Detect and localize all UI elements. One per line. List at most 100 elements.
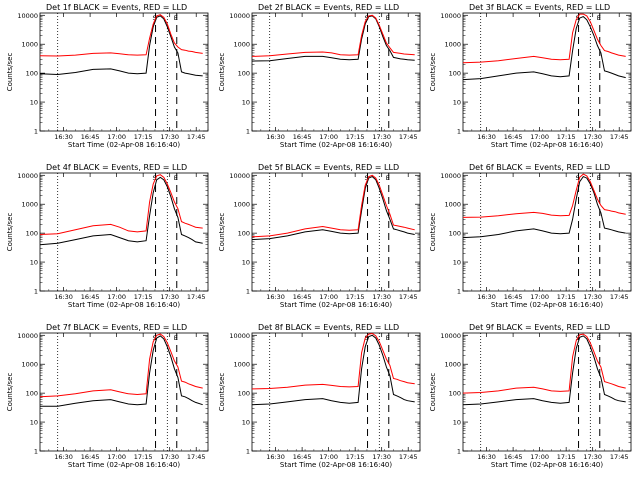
interval-marker-label: E bbox=[597, 334, 601, 342]
x-tick-label: 17:45 bbox=[610, 293, 629, 301]
lld-series-line bbox=[40, 174, 203, 235]
x-tick-label: 16:45 bbox=[293, 133, 312, 141]
panel-title: Det 5f BLACK = Events, RED = LLD bbox=[258, 163, 399, 172]
y-tick-label: 100 bbox=[449, 230, 461, 238]
plot-frame bbox=[462, 12, 632, 132]
y-tick-label: 100 bbox=[26, 230, 38, 238]
y-tick-label: 10000 bbox=[229, 12, 250, 20]
y-tick-label: 1000 bbox=[444, 41, 461, 49]
y-tick-label: 1000 bbox=[233, 41, 250, 49]
x-tick-label: 16:30 bbox=[477, 293, 496, 301]
y-axis-label: Counts/sec bbox=[429, 373, 437, 412]
x-tick-label: 17:00 bbox=[319, 453, 338, 461]
y-tick-label: 100 bbox=[238, 70, 250, 78]
x-tick-label: 17:30 bbox=[583, 133, 602, 141]
y-tick-label: 1 bbox=[34, 128, 38, 136]
y-axis-label: Counts/sec bbox=[429, 53, 437, 92]
interval-marker-label: S bbox=[576, 174, 580, 182]
y-tick-label: 1000 bbox=[21, 361, 38, 369]
interval-marker-label: E bbox=[174, 174, 178, 182]
y-tick-label: 100 bbox=[26, 70, 38, 78]
interval-marker-label: E bbox=[174, 14, 178, 22]
events-series-line bbox=[252, 334, 415, 406]
detector-panel: Det 5f BLACK = Events, RED = LLD 1 10 100 10… bbox=[218, 163, 421, 309]
x-tick-label: 16:30 bbox=[477, 133, 496, 141]
x-tick-label: 16:45 bbox=[81, 133, 100, 141]
y-tick-label: 10000 bbox=[229, 332, 250, 340]
y-tick-label: 1 bbox=[457, 288, 461, 296]
x-tick-label: 17:00 bbox=[530, 133, 549, 141]
x-tick-label: 17:45 bbox=[399, 453, 418, 461]
y-tick-label: 1 bbox=[457, 128, 461, 136]
x-tick-label: 16:45 bbox=[293, 293, 312, 301]
lld-series-line bbox=[252, 333, 415, 390]
lld-series-line bbox=[463, 173, 626, 218]
events-series-line bbox=[463, 175, 626, 239]
lld-series-line bbox=[40, 333, 203, 398]
y-tick-label: 10 bbox=[453, 419, 461, 427]
y-tick-label: 10 bbox=[453, 99, 461, 107]
x-tick-label: 17:15 bbox=[557, 453, 576, 461]
interval-marker-label: S bbox=[153, 14, 157, 22]
lld-series-line bbox=[252, 14, 415, 57]
detector-panel: Det 3f BLACK = Events, RED = LLD 1 10 100 10… bbox=[429, 3, 632, 149]
x-tick-label: 16:45 bbox=[504, 293, 523, 301]
y-axis-label: Counts/sec bbox=[218, 53, 226, 92]
x-tick-label: 17:00 bbox=[107, 293, 126, 301]
x-tick-label: 17:30 bbox=[372, 453, 391, 461]
x-tick-label: 17:45 bbox=[187, 293, 206, 301]
x-tick-label: 17:30 bbox=[160, 293, 179, 301]
y-tick-label: 100 bbox=[449, 70, 461, 78]
x-axis-label: Start Time (02-Apr-08 16:16:40) bbox=[280, 461, 392, 469]
x-tick-label: 16:30 bbox=[54, 453, 73, 461]
events-series-line bbox=[252, 15, 415, 62]
plot-frame bbox=[251, 172, 421, 292]
x-tick-label: 17:00 bbox=[530, 293, 549, 301]
x-tick-label: 17:00 bbox=[530, 453, 549, 461]
x-tick-label: 16:45 bbox=[81, 453, 100, 461]
detector-panel: Det 6f BLACK = Events, RED = LLD 1 10 100 10… bbox=[429, 163, 632, 309]
detector-panel: Det 1f BLACK = Events, RED = LLD 1 10 100 10… bbox=[6, 3, 209, 149]
interval-marker-label: E bbox=[386, 334, 390, 342]
y-tick-label: 10 bbox=[30, 259, 38, 267]
y-tick-label: 10 bbox=[242, 419, 250, 427]
x-axis-label: Start Time (02-Apr-08 16:16:40) bbox=[491, 461, 603, 469]
x-tick-label: 17:45 bbox=[399, 133, 418, 141]
y-axis-label: Counts/sec bbox=[6, 53, 14, 92]
y-tick-label: 10 bbox=[453, 259, 461, 267]
y-tick-label: 10000 bbox=[17, 172, 38, 180]
y-axis-label: Counts/sec bbox=[429, 213, 437, 252]
lld-series-line bbox=[252, 174, 415, 238]
y-tick-label: 1 bbox=[246, 288, 250, 296]
x-tick-label: 16:45 bbox=[504, 453, 523, 461]
x-tick-label: 17:00 bbox=[319, 293, 338, 301]
events-series-line bbox=[40, 176, 203, 246]
y-axis-label: Counts/sec bbox=[218, 373, 226, 412]
y-tick-label: 1 bbox=[34, 288, 38, 296]
panel-title: Det 7f BLACK = Events, RED = LLD bbox=[46, 323, 187, 332]
panel-title: Det 3f BLACK = Events, RED = LLD bbox=[469, 3, 610, 12]
y-tick-label: 100 bbox=[238, 390, 250, 398]
y-tick-label: 10000 bbox=[229, 172, 250, 180]
x-tick-label: 17:15 bbox=[134, 133, 153, 141]
panel-title: Det 9f BLACK = Events, RED = LLD bbox=[469, 323, 610, 332]
lld-series-line bbox=[463, 13, 626, 64]
x-tick-label: 17:45 bbox=[187, 133, 206, 141]
plot-frame bbox=[39, 332, 209, 452]
y-tick-label: 10000 bbox=[440, 12, 461, 20]
x-tick-label: 17:30 bbox=[160, 133, 179, 141]
x-tick-label: 17:00 bbox=[107, 453, 126, 461]
x-tick-label: 16:30 bbox=[266, 293, 285, 301]
x-tick-label: 16:30 bbox=[266, 133, 285, 141]
y-axis-label: Counts/sec bbox=[218, 213, 226, 252]
y-tick-label: 10000 bbox=[17, 12, 38, 20]
x-axis-label: Start Time (02-Apr-08 16:16:40) bbox=[491, 301, 603, 309]
lld-series-line bbox=[40, 14, 203, 57]
lld-series-line bbox=[463, 333, 626, 394]
y-tick-label: 1000 bbox=[444, 361, 461, 369]
plot-frame bbox=[251, 332, 421, 452]
events-series-line bbox=[252, 176, 415, 241]
x-tick-label: 17:00 bbox=[319, 133, 338, 141]
x-tick-label: 17:15 bbox=[346, 133, 365, 141]
